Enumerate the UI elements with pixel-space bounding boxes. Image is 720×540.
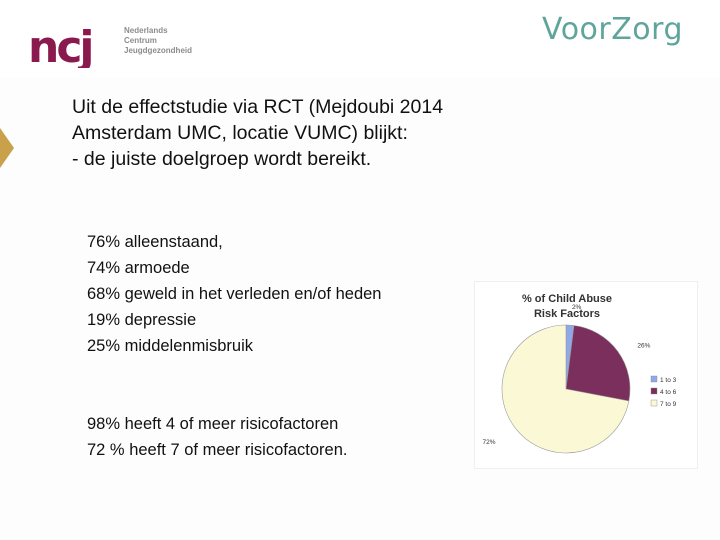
- pie-slice-label: 72%: [482, 439, 495, 446]
- stat-item: 68% geweld in het verleden en/of heden: [87, 285, 382, 303]
- ncj-org-name: Nederlands Centrum Jeugdgezondheid: [124, 26, 192, 56]
- title-line-2: Amsterdam UMC, locatie VUMC) blijkt:: [72, 122, 408, 144]
- chart-title-line-2: Risk Factors: [534, 308, 600, 320]
- risk-stats-list: 98% heeft 4 of meer risicofactoren 72 % …: [87, 411, 347, 463]
- legend-label: 7 to 9: [660, 401, 677, 408]
- voorzorg-logo: VoorZorg: [542, 12, 683, 47]
- legend-label: 1 to 3: [660, 377, 677, 384]
- pie-slice-7-to-9: [501, 324, 630, 454]
- pie-slice-label: 26%: [637, 343, 650, 350]
- stat-item: 76% alleenstaand,: [87, 233, 223, 251]
- accent-arrow-icon: [0, 128, 14, 168]
- ncj-letters: ncj: [28, 26, 92, 68]
- risk-stat-item: 72 % heeft 7 of meer risicofactoren.: [87, 441, 348, 459]
- stats-list: 76% alleenstaand, 74% armoede 68% geweld…: [87, 229, 381, 359]
- stat-item: 25% middelenmisbruik: [87, 337, 253, 355]
- ncj-line-2: Centrum: [124, 36, 157, 45]
- legend-label: 4 to 6: [660, 389, 677, 396]
- stat-item: 74% armoede: [87, 259, 190, 277]
- legend-swatch: [650, 387, 658, 395]
- header-band: [0, 0, 720, 78]
- ncj-logo-mark: ncj: [28, 26, 95, 68]
- legend-swatch: [650, 375, 658, 383]
- ncj-logo: ncj Nederlands Centrum Jeugdgezondheid: [28, 20, 228, 70]
- ncj-line-3: Jeugdgezondheid: [124, 46, 192, 55]
- pie-slice-4-to-6: [565, 325, 631, 402]
- pie-chart-svg: % of Child Abuse Risk Factors 2% 26% 72% 1…: [482, 293, 677, 454]
- title-line-3: - de juiste doelgroep wordt bereikt.: [72, 148, 372, 170]
- ncj-line-1: Nederlands: [124, 26, 168, 35]
- legend-swatch: [650, 399, 658, 407]
- pie-chart: % of Child Abuse Risk Factors 2% 26% 72% 1…: [474, 281, 698, 469]
- slide-title: Uit de effectstudie via RCT (Mejdoubi 20…: [72, 94, 692, 172]
- stat-item: 19% depressie: [87, 311, 197, 329]
- title-line-1: Uit de effectstudie via RCT (Mejdoubi 20…: [72, 96, 444, 118]
- risk-stat-item: 98% heeft 4 of meer risicofactoren: [87, 415, 339, 433]
- chart-title-line-1: % of Child Abuse: [522, 293, 612, 305]
- pie-slice-label: 2%: [572, 304, 582, 311]
